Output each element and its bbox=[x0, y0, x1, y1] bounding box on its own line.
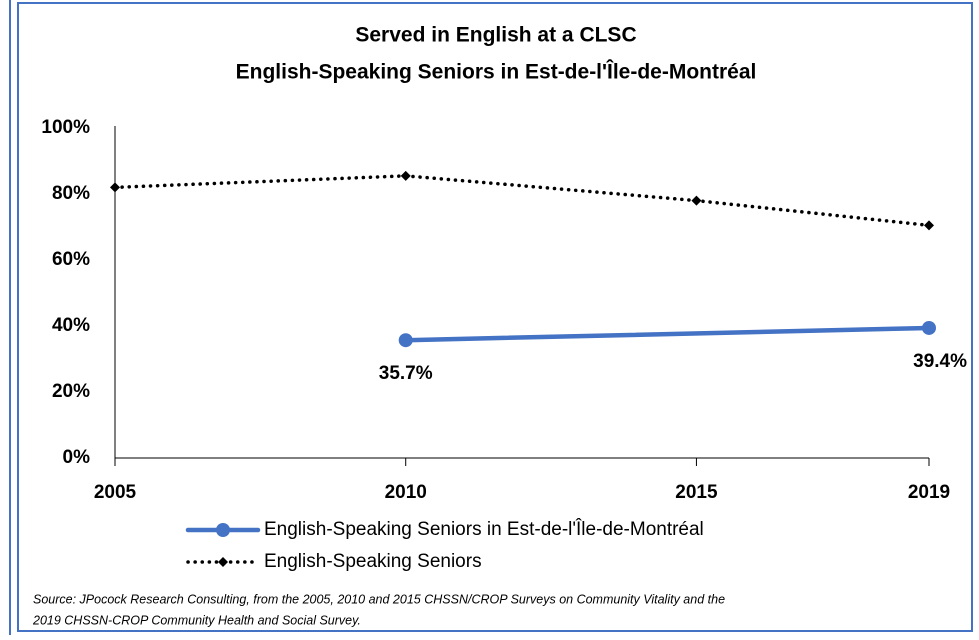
marker bbox=[691, 195, 702, 206]
series-line bbox=[403, 325, 932, 343]
x-tick-label: 2015 bbox=[675, 482, 718, 503]
legend-marker bbox=[218, 557, 228, 567]
y-tick-label: 60% bbox=[52, 249, 90, 270]
source-note: 2019 CHSSN-CROP Community Health and Soc… bbox=[32, 613, 361, 627]
x-tick-label: 2019 bbox=[908, 482, 950, 503]
chart-title: Served in English at a CLSC bbox=[355, 24, 636, 47]
source-note: Source: JPocock Research Consulting, fro… bbox=[33, 592, 725, 606]
marker bbox=[400, 170, 411, 181]
legend-label: English-Speaking Seniors bbox=[264, 551, 482, 572]
y-tick-label: 40% bbox=[52, 315, 90, 336]
data-label: 39.4% bbox=[913, 351, 967, 372]
x-tick-label: 2010 bbox=[385, 482, 427, 503]
marker bbox=[924, 220, 934, 231]
chart-title: English-Speaking Seniors in Est-de-l'Île… bbox=[236, 60, 757, 84]
marker bbox=[398, 333, 413, 348]
y-tick-label: 0% bbox=[63, 447, 91, 468]
y-tick-label: 100% bbox=[41, 117, 90, 138]
chart-frame bbox=[17, 2, 973, 632]
data-label: 35.7% bbox=[379, 363, 433, 384]
series-line bbox=[113, 174, 931, 228]
marker bbox=[110, 182, 120, 193]
marker bbox=[922, 320, 936, 335]
y-tick-label: 80% bbox=[52, 183, 90, 204]
y-tick-label: 20% bbox=[52, 381, 90, 402]
x-tick-label: 2005 bbox=[94, 482, 137, 503]
legend-label: English-Speaking Seniors in Est-de-l'Île… bbox=[264, 518, 704, 540]
legend-marker bbox=[216, 523, 230, 537]
